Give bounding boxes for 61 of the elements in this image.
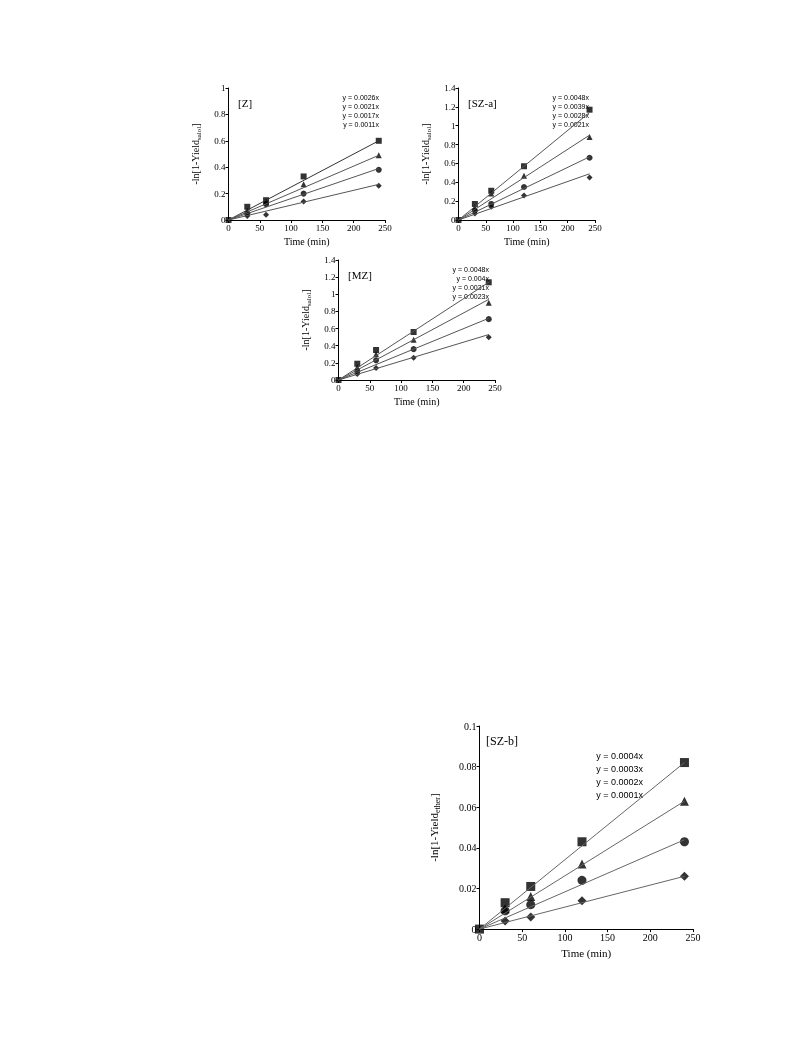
y-tick-label: 0.04 (459, 842, 477, 854)
text: [SZ-b] (486, 734, 518, 748)
y-tick-label: 1 (451, 120, 456, 131)
y-tick-label: 0.8 (214, 109, 226, 120)
y-tick-label: 0.4 (444, 177, 456, 188)
x-tick-label: 200 (346, 222, 361, 233)
y-tick-label: 0.8 (324, 306, 336, 317)
text: [MZ] (348, 268, 372, 281)
y-tick-label: 0 (221, 215, 226, 225)
x-tick-label: 100 (506, 222, 521, 233)
x-tick-label: 250 (488, 382, 503, 393)
y-tick-label: 0.06 (459, 801, 477, 813)
y-tick-label: 0 (331, 375, 336, 385)
x-tick-label: 150 (315, 222, 330, 233)
annotation: y = 0.0003x (596, 763, 644, 774)
y-tick-label: 0 (451, 215, 456, 225)
y-tick-label: 0.2 (444, 196, 456, 207)
annotation: y = 0.0001x (596, 789, 644, 800)
y-tick-label: 0.02 (459, 882, 477, 894)
x-tick-label: 250 (685, 931, 701, 943)
x-tick-label: 200 (456, 382, 471, 393)
x-tick-label: 50 (365, 382, 375, 393)
x-tick-label: 50 (517, 931, 528, 943)
y-tick-label: 0.08 (459, 761, 477, 773)
x-axis-title: Time (min) (394, 396, 440, 409)
text: [Z] (238, 96, 253, 109)
y-tick-label: 1.4 (444, 83, 456, 93)
y-tick-label: 0 (471, 923, 477, 935)
x-tick-label: 50 (481, 222, 491, 233)
text: [SZ-a] (468, 96, 497, 109)
y-tick-label: 0.6 (214, 135, 226, 146)
y-axis-title: -ln[1-Yieldether] (427, 793, 442, 862)
x-tick-label: 250 (588, 222, 603, 233)
x-axis-title: Time (min) (561, 946, 612, 960)
y-tick-label: 0.2 (214, 188, 226, 199)
y-tick-label: 0.6 (324, 323, 336, 334)
x-tick-label: 150 (600, 931, 616, 943)
y-tick-label: 0.4 (324, 340, 336, 351)
x-tick-label: 100 (284, 222, 299, 233)
y-tick-label: 0.6 (444, 158, 456, 169)
x-tick-label: 200 (560, 222, 575, 233)
x-tick-label: 50 (255, 222, 265, 233)
x-tick-label: 250 (378, 222, 393, 233)
y-tick-label: 1 (221, 83, 226, 93)
y-tick-label: 0.4 (214, 162, 226, 173)
x-tick-label: 100 (394, 382, 409, 393)
x-tick-label: 150 (425, 382, 440, 393)
x-axis-title: Time (min) (504, 236, 550, 249)
x-axis-title: Time (min) (284, 236, 330, 249)
y-tick-label: 1.2 (444, 101, 456, 112)
y-tick-label: 0.1 (464, 720, 477, 732)
y-tick-label: 1 (331, 289, 336, 300)
y-tick-label: 1.2 (324, 272, 336, 283)
x-tick-label: 200 (642, 931, 658, 943)
annotation: y = 0.0004x (596, 750, 644, 761)
y-tick-label: 0.2 (324, 357, 336, 368)
annotation: y = 0.0002x (596, 776, 644, 787)
y-tick-label: 0.8 (444, 139, 456, 150)
x-tick-label: 150 (533, 222, 548, 233)
x-tick-label: 100 (557, 931, 573, 943)
y-tick-label: 1.4 (324, 255, 336, 265)
